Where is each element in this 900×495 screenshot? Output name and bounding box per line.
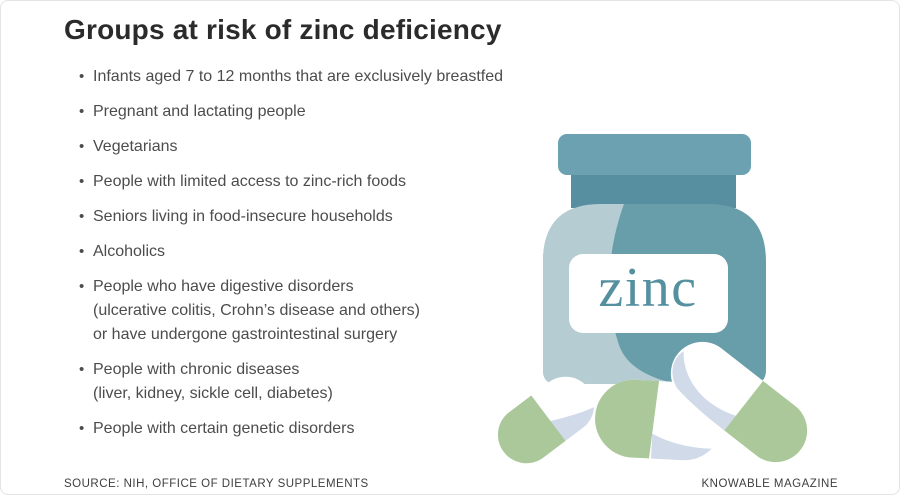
list-item: Pregnant and lactating people [79, 100, 549, 124]
zinc-bottle-illustration: zinc [496, 134, 820, 475]
list-item: People who have digestive disorders (ulc… [79, 275, 549, 347]
list-item: People with chronic diseases (liver, kid… [79, 358, 549, 406]
risk-group-list: Infants aged 7 to 12 months that are exc… [79, 65, 549, 452]
page-title: Groups at risk of zinc deficiency [64, 14, 502, 45]
pill-bottle: zinc [543, 134, 766, 384]
source-text: SOURCE: NIH, OFFICE OF DIETARY SUPPLEMEN… [64, 478, 369, 490]
bottle-label-text: zinc [598, 257, 697, 319]
bottle-label [569, 254, 728, 333]
list-item: Vegetarians [79, 135, 549, 159]
pill-right-icon [658, 329, 820, 475]
list-item: Infants aged 7 to 12 months that are exc… [79, 65, 549, 89]
bottle-cap [558, 134, 751, 175]
bottle-neck [571, 172, 736, 208]
footer: SOURCE: NIH, OFFICE OF DIETARY SUPPLEMEN… [64, 478, 838, 490]
credit-text: KNOWABLE MAGAZINE [701, 478, 838, 490]
list-item: People with certain genetic disorders [79, 417, 549, 441]
list-item: People with limited access to zinc-rich … [79, 170, 549, 194]
list-item: Alcoholics [79, 240, 549, 264]
pill-left-icon [496, 365, 606, 475]
list-item: Seniors living in food-insecure househol… [79, 205, 549, 229]
